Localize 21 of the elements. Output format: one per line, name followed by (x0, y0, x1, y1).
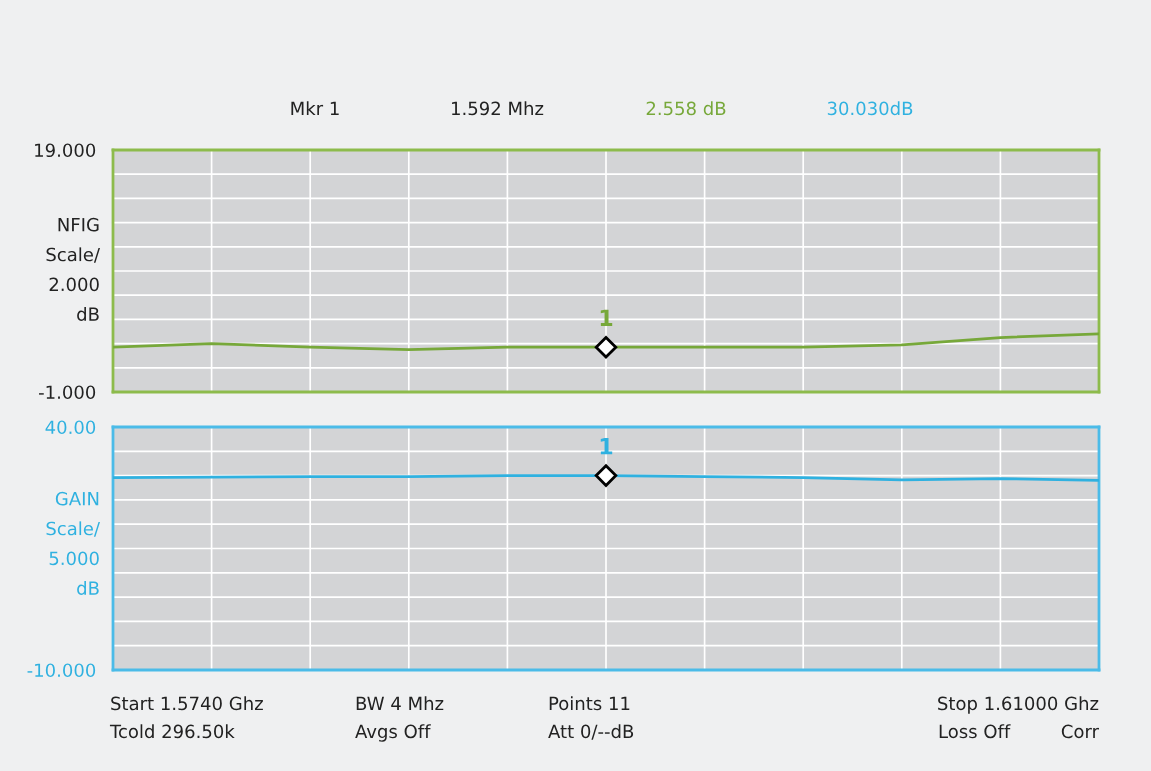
text: Start 1.5740 Ghz (111, 696, 263, 711)
text: Att 0/--dB (548, 724, 634, 740)
text: Avgs Off (355, 724, 431, 742)
annotation: 1 (600, 309, 613, 326)
text: Tcold 296.50k (109, 724, 235, 739)
text: 1.592 Mhz (452, 101, 544, 116)
text: Points 11 (549, 696, 630, 711)
text: Stop 1.61000 Ghz (938, 696, 1099, 714)
y-axis-title: GAIN Scale/ 5.000 dB (46, 491, 100, 595)
text: Mkr 1 (291, 101, 339, 115)
y-tick-label: -10.000 (27, 663, 96, 678)
y-tick-label: 40.00 (45, 420, 96, 435)
text: Corr (1061, 724, 1099, 739)
y-axis-title: NFIG Scale/ 2.000 dB (46, 217, 100, 321)
text: BW 4 Mhz (356, 696, 444, 710)
annotation: 1 (600, 438, 613, 455)
text: 30.030dB (827, 101, 913, 116)
y-tick-label: -1.000 (39, 385, 96, 400)
y-tick-label: 19.000 (35, 143, 96, 158)
text: Loss Off (939, 724, 1011, 739)
text: 2.558 dB (646, 101, 726, 116)
